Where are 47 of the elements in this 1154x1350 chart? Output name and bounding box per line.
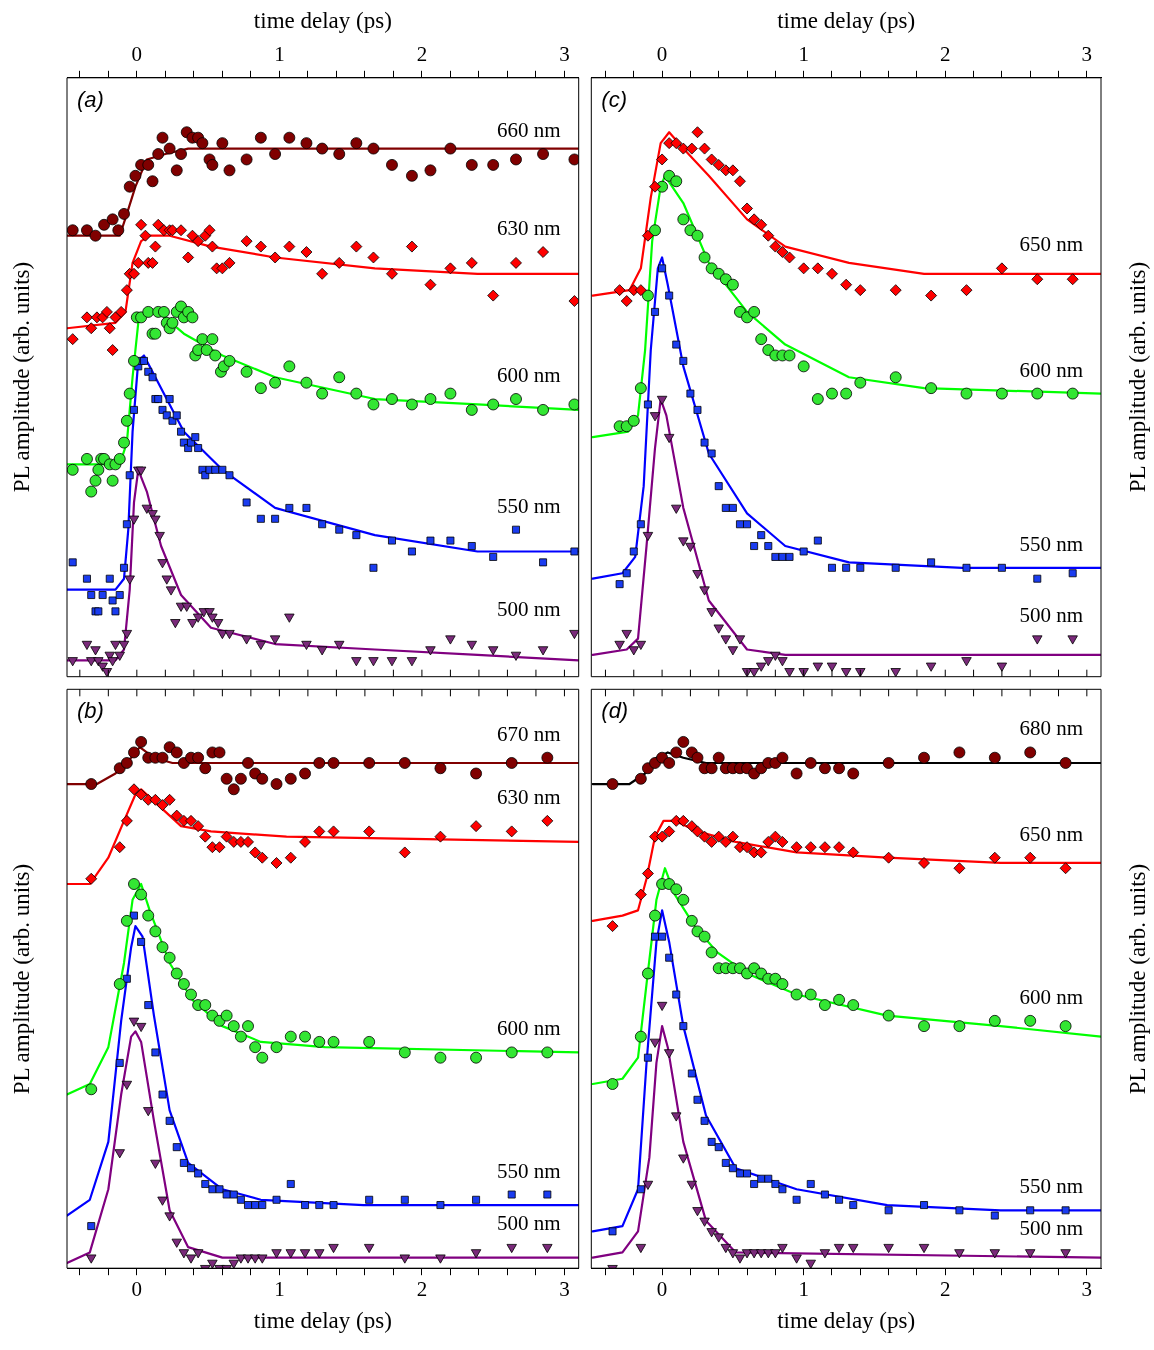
x-axis-title: time delay (ps)	[253, 1308, 392, 1334]
x-tick-label: 3	[559, 1277, 570, 1302]
series-label: 660 nm	[497, 118, 561, 143]
chart-title: (b)	[77, 698, 104, 724]
x-tick-label: 2	[940, 1277, 951, 1302]
series-label: 630 nm	[497, 784, 561, 809]
x-tick-label: 1	[798, 1277, 809, 1302]
series-label: 550 nm	[497, 493, 561, 518]
x-axis-title: time delay (ps)	[777, 1308, 916, 1334]
x-tick-label: 2	[416, 1277, 428, 1302]
series-label: 650 nm	[1019, 821, 1083, 846]
x-tick-label: 3	[559, 41, 570, 66]
series-label: 670 nm	[497, 721, 561, 746]
series-label: 600 nm	[497, 363, 561, 388]
x-tick-label: 3	[1081, 1277, 1093, 1302]
series-label: 600 nm	[1019, 984, 1083, 1009]
series-label: 500 nm	[1019, 602, 1083, 627]
y2-axis-title: PL amplitude (arb. units)	[1125, 262, 1151, 493]
series-label: 500 nm	[1019, 1216, 1083, 1241]
x-tick-label: 1	[798, 41, 809, 66]
series-label: 550 nm	[1019, 1174, 1083, 1199]
series-label: 550 nm	[497, 1158, 561, 1183]
chart-title: (c)	[601, 86, 627, 112]
series-label: 500 nm	[497, 1211, 561, 1236]
y2-axis-title: PL amplitude (arb. units)	[1125, 863, 1151, 1094]
x-tick-label: 3	[1081, 41, 1093, 66]
legend-label: 680 nm	[1019, 716, 1083, 741]
chart-title: (a)	[77, 86, 104, 112]
x-tick-label: 0	[656, 41, 668, 66]
x-axis-title: time delay (ps)	[253, 7, 392, 33]
x-tick-label: 0	[656, 1277, 668, 1302]
series-label: 650 nm	[1019, 232, 1083, 257]
series-label: 630 nm	[497, 216, 561, 241]
series-label: 600 nm	[497, 1016, 561, 1041]
x-tick-label: 2	[940, 41, 951, 66]
series-label: 500 nm	[497, 597, 561, 622]
x-tick-label: 0	[131, 41, 143, 66]
y-axis-title: PL amplitude (arb. units)	[9, 262, 35, 493]
x-tick-label: 1	[274, 41, 285, 66]
series-label: 600 nm	[1019, 357, 1083, 382]
chart-title: (d)	[601, 698, 629, 724]
x-axis-title: time delay (ps)	[777, 7, 916, 33]
y-axis-title: PL amplitude (arb. units)	[9, 863, 35, 1094]
x-tick-label: 0	[131, 1277, 143, 1302]
x-tick-label: 2	[416, 41, 428, 66]
x-tick-label: 1	[274, 1277, 285, 1302]
series-label: 550 nm	[1019, 531, 1083, 556]
